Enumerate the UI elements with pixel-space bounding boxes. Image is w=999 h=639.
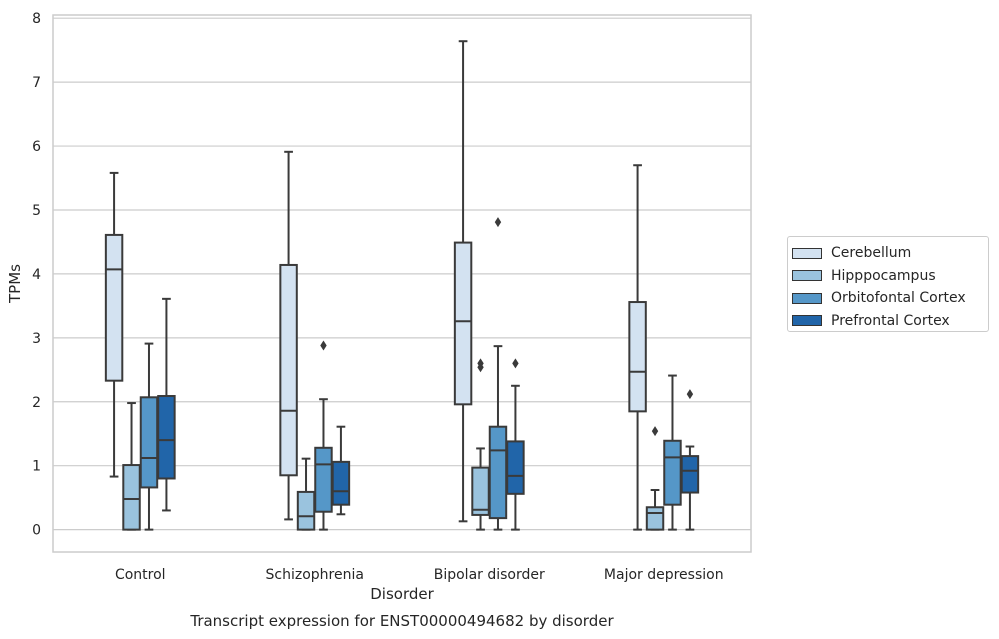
x-tick-label: Major depression (604, 567, 724, 583)
iqr-box (663, 439, 682, 506)
legend-label: Cerebellum (831, 245, 912, 262)
y-tick-label: 0 (32, 523, 41, 539)
box-orbitofontal-cortex (663, 374, 682, 531)
plot-frame (52, 14, 752, 553)
box-hipppocampus (471, 358, 490, 531)
legend-item: Orbitofontal Cortex (792, 287, 988, 310)
box-prefrontal-cortex (157, 297, 176, 512)
iqr-box (157, 395, 176, 480)
iqr-box (488, 425, 508, 520)
box-orbitofontal-cortex (139, 342, 159, 531)
iqr-box (680, 455, 700, 494)
box-cerebellum (104, 171, 124, 478)
box-hipppocampus (122, 402, 141, 531)
x-tick-label: Schizophrenia (266, 567, 364, 583)
box-orbitofontal-cortex (314, 340, 333, 531)
y-tick-label: 2 (32, 395, 41, 411)
legend-item: Hipppocampus (792, 265, 988, 288)
y-tick-label: 1 (32, 459, 41, 475)
y-tick-label: 4 (32, 267, 41, 283)
legend-item: Cerebellum (792, 242, 988, 265)
y-axis-title: TPMs (6, 264, 24, 304)
iqr-box (471, 466, 490, 516)
outlier-point (494, 217, 502, 228)
legend-swatch (792, 292, 822, 304)
outlier-point (477, 358, 484, 369)
box-prefrontal-cortex (506, 358, 525, 531)
iqr-box (139, 396, 159, 489)
iqr-box (279, 263, 298, 477)
legend-swatch (792, 315, 822, 327)
y-tick-label: 3 (32, 331, 41, 347)
box-cerebellum (279, 150, 298, 521)
iqr-box (645, 506, 665, 531)
iqr-box (296, 490, 316, 531)
box-cerebellum (453, 40, 473, 523)
outlier-point (320, 340, 327, 351)
x-tick-labels: Control Schizophrenia Bipolar disorder Majo… (115, 567, 724, 583)
box-prefrontal-cortex (680, 389, 700, 531)
x-tick-label: Control (115, 567, 166, 583)
outlier-point (651, 426, 659, 437)
legend-swatch (792, 247, 822, 259)
legend-item: Prefrontal Cortex (792, 310, 988, 333)
x-axis-title: Disorder (370, 585, 434, 603)
legend-label: Prefrontal Cortex (831, 312, 950, 329)
iqr-box (628, 301, 647, 413)
x-tick-label: Bipolar disorder (434, 567, 545, 583)
outlier-point (686, 389, 694, 400)
outlier-point (512, 358, 519, 369)
iqr-box (506, 440, 525, 495)
box-orbitofontal-cortex (488, 217, 508, 531)
box-hipppocampus (296, 457, 316, 531)
legend-label: Orbitofontal Cortex (831, 290, 966, 307)
box-hipppocampus (645, 426, 665, 531)
legend-swatch (792, 270, 822, 282)
y-tick-labels: 0 1 2 3 4 5 6 7 8 (32, 11, 41, 538)
y-tick-label: 7 (32, 75, 41, 91)
legend: Cerebellum Hipppocampus Orbitofontal Corte… (787, 236, 989, 332)
iqr-box (453, 241, 473, 406)
y-tick-label: 5 (32, 203, 41, 219)
iqr-box (104, 233, 124, 382)
iqr-box (331, 460, 351, 506)
legend-label: Hipppocampus (831, 267, 936, 284)
box-layer (104, 40, 700, 531)
box-prefrontal-cortex (331, 425, 351, 516)
box-cerebellum (628, 164, 647, 531)
iqr-box (122, 464, 141, 531)
y-tick-label: 6 (32, 139, 41, 155)
chart-title: Transcript expression for ENST0000049468… (189, 612, 614, 630)
y-tick-label: 8 (32, 11, 41, 27)
iqr-box (314, 446, 333, 513)
